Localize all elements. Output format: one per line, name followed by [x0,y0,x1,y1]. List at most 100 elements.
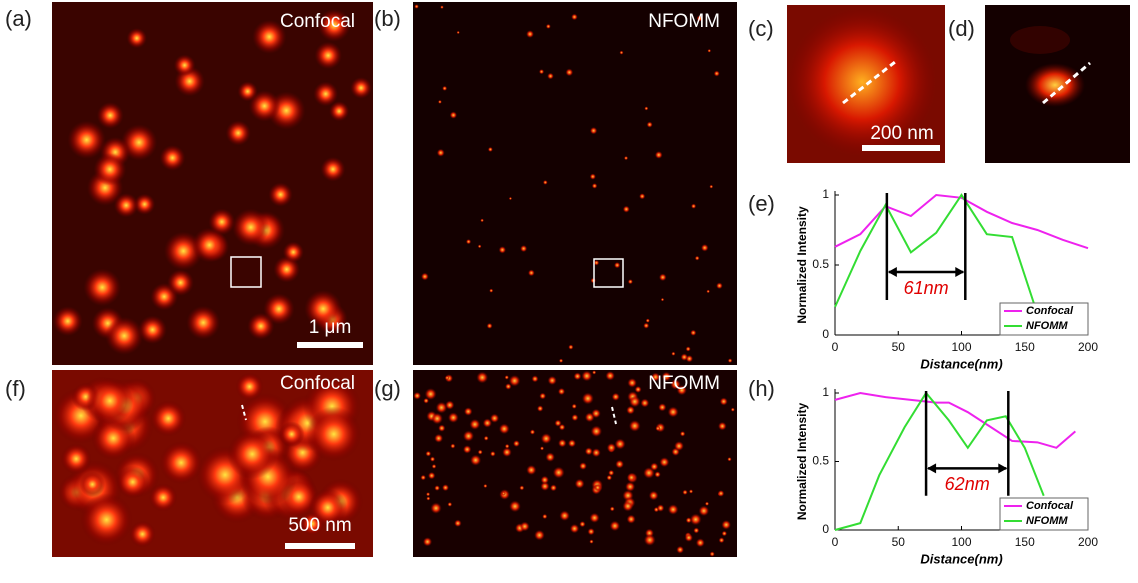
spot [539,393,546,400]
caption: NFOMM [648,11,720,32]
spot [693,527,699,533]
legend-label: NFOMM [1026,320,1068,332]
y-axis-label: Normalized Intensity [795,402,809,520]
spot [731,408,735,412]
spot [543,180,548,185]
spot [247,313,274,340]
spot [592,448,601,457]
x-tick-label: 50 [892,340,906,354]
series-line [835,393,1075,448]
scale-label: 200 nm [870,123,933,144]
spot [591,426,603,438]
spot [83,269,121,307]
spot [306,406,361,461]
spot [440,5,444,9]
spot [548,376,557,385]
spot [647,122,653,128]
spot [463,445,471,453]
series-line [835,195,1088,248]
panel-label: (c) [748,16,774,41]
spot [448,412,459,423]
spot [192,228,227,263]
x-axis-label: Distance(nm) [920,356,1002,371]
spot [537,405,543,411]
spot [574,372,582,380]
spot [526,465,536,475]
spot [623,206,630,213]
legend-label: Confocal [1026,500,1074,512]
spot [186,306,220,340]
spot [558,388,565,395]
x-axis-label: Distance(nm) [920,551,1002,566]
spot [721,520,731,530]
spot [699,506,710,517]
spot [655,426,660,431]
spot [626,406,635,415]
spot [589,513,599,523]
spot [466,239,471,244]
spot [499,423,510,434]
spot [594,484,602,492]
spot [487,323,493,329]
spot [718,422,727,431]
spot [541,433,552,444]
spot [476,372,488,384]
spot [499,246,506,253]
spot [685,533,693,541]
spot [592,370,596,374]
spot [612,393,620,401]
spot [614,262,620,268]
y-tick-label: 0.5 [812,454,829,468]
spot [661,298,664,301]
spot [249,90,280,121]
spot [606,475,612,481]
spot [80,472,106,498]
spot [592,183,598,189]
spot [619,51,623,55]
image-b [413,2,737,365]
spot [501,491,505,495]
panel-label: (a) [5,6,32,31]
spot [674,441,684,451]
y-axis-label: Normalized Intensity [795,206,809,324]
y-tick-label: 1 [822,187,829,201]
spot [572,404,577,409]
spot [450,111,457,118]
spot [591,409,600,418]
spot [450,444,455,449]
spot [689,489,693,493]
spot [150,400,187,437]
spot [513,440,520,447]
spot [710,551,715,556]
spot [159,441,203,485]
spot [590,173,596,179]
y-tick-label: 1 [822,385,829,399]
spot [610,506,615,511]
spot [442,484,449,491]
spot [430,457,435,462]
spot [728,358,733,363]
spot [590,127,597,134]
spot [658,403,666,411]
spot [428,472,435,479]
spot [129,521,156,548]
y-tick-label: 0 [822,522,829,536]
spot [420,475,426,481]
spot [313,82,338,107]
x-tick-label: 100 [951,535,971,549]
spot [478,450,483,455]
x-tick-label: 200 [1078,535,1098,549]
panel-label: (f) [5,376,26,401]
spot [554,420,561,427]
spot [447,502,452,507]
spot [722,531,727,536]
spot [610,521,620,531]
spot [628,279,633,284]
spot [167,269,194,296]
spot [719,537,725,543]
spot [607,443,616,452]
spot [437,149,445,157]
spot [553,467,565,479]
x-tick-label: 50 [892,535,906,549]
spot [695,256,700,261]
